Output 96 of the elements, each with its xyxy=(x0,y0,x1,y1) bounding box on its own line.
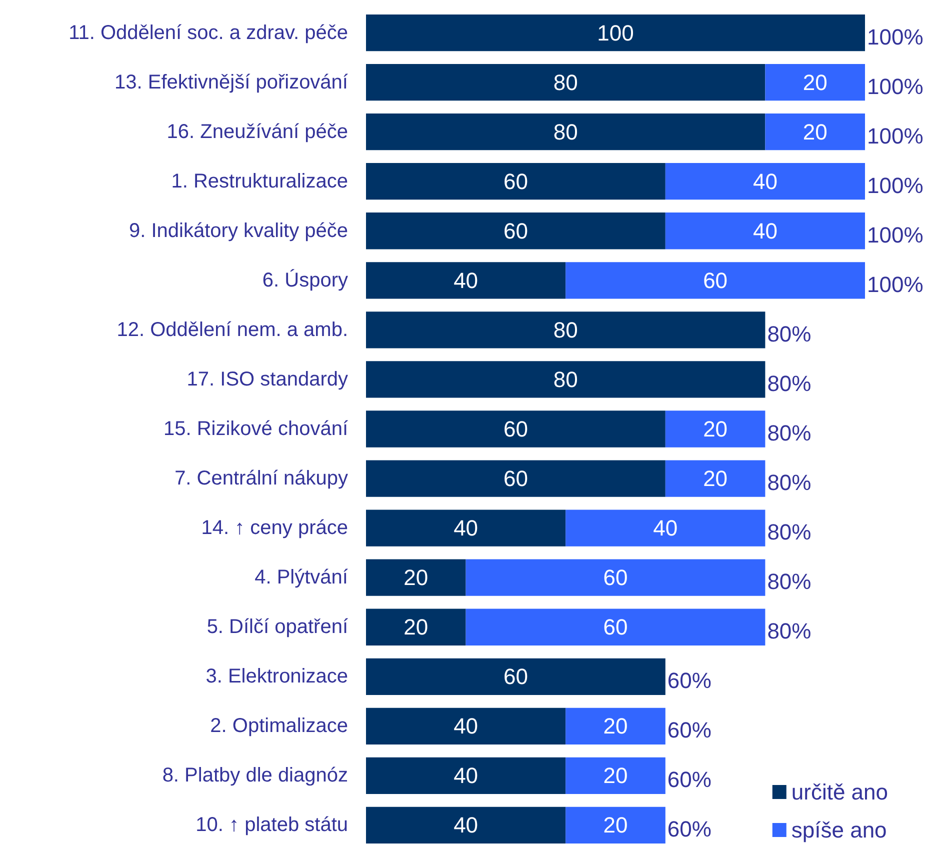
y-tick-label: 6. Úspory xyxy=(262,268,348,292)
total-label: 100% xyxy=(867,272,924,297)
bar xyxy=(566,757,666,794)
bar xyxy=(366,608,466,646)
bar xyxy=(665,212,865,250)
data-label: 80 xyxy=(553,317,578,342)
y-tick-label: 11. Oddělení soc. a zdrav. péče xyxy=(68,22,348,44)
total-label: 60% xyxy=(667,718,712,743)
bar xyxy=(665,460,766,497)
bar xyxy=(765,64,865,101)
data-label: 60 xyxy=(503,416,528,442)
bar xyxy=(566,262,865,299)
data-label: 20 xyxy=(603,714,628,739)
bar xyxy=(366,262,566,299)
total-label: 80% xyxy=(767,420,812,446)
total-label: 100% xyxy=(867,222,924,248)
y-tick-label: 8. Platby dle diagnóz xyxy=(162,764,348,787)
legend-label: spíše ano xyxy=(791,818,887,842)
bar xyxy=(366,510,566,546)
total-label: 80% xyxy=(767,618,812,644)
bar xyxy=(366,312,766,348)
data-label: 40 xyxy=(454,714,478,739)
data-label: 40 xyxy=(454,812,478,838)
total-label: 80% xyxy=(767,370,812,396)
total-label: 80% xyxy=(767,569,812,594)
data-label: 40 xyxy=(653,516,678,541)
y-tick-label: 1. Restrukturalizace xyxy=(171,170,348,192)
data-label: 60 xyxy=(703,268,728,293)
data-label: 60 xyxy=(503,168,528,194)
data-label: 80 xyxy=(553,119,578,144)
bar xyxy=(566,806,666,844)
data-label: 20 xyxy=(603,812,628,838)
bar xyxy=(366,361,766,398)
bar xyxy=(765,114,865,150)
bar xyxy=(366,460,666,497)
legend-label: určitě ano xyxy=(791,780,888,804)
y-tick-label: 10. ↑ plateb státu xyxy=(196,814,348,836)
data-label: 20 xyxy=(703,416,728,442)
data-label: 80 xyxy=(553,70,578,95)
data-label: 20 xyxy=(603,763,628,788)
bar xyxy=(366,410,666,448)
y-tick-label: 12. Oddělení nem. a amb. xyxy=(116,318,348,341)
bar xyxy=(366,757,566,794)
bar xyxy=(366,114,766,150)
data-label: 60 xyxy=(503,218,528,244)
total-label: 80% xyxy=(767,470,812,496)
data-label: 20 xyxy=(703,466,728,492)
data-label: 100 xyxy=(597,20,634,46)
bar xyxy=(366,559,466,596)
total-label: 60% xyxy=(667,816,712,842)
data-label: 40 xyxy=(454,763,478,788)
data-label: 60 xyxy=(503,466,528,492)
bar xyxy=(665,163,865,200)
bar xyxy=(566,708,666,744)
bar xyxy=(466,559,766,596)
y-tick-label: 9. Indikátory kvality péče xyxy=(129,220,348,242)
y-tick-label: 15. Rizikové chování xyxy=(163,418,348,440)
data-label: 60 xyxy=(503,664,528,690)
data-label: 40 xyxy=(752,168,778,194)
bar xyxy=(366,806,566,844)
bar xyxy=(366,708,566,744)
y-tick-label: 2. Optimalizace xyxy=(210,715,348,738)
bar xyxy=(366,64,766,101)
bar xyxy=(366,658,666,695)
y-tick-label: 14. ↑ ceny práce xyxy=(201,517,348,540)
data-label: 20 xyxy=(802,119,828,144)
bar xyxy=(366,212,666,250)
y-tick-label: 7. Centrální nákupy xyxy=(174,468,348,490)
data-label: 40 xyxy=(454,516,478,541)
total-label: 60% xyxy=(667,668,712,694)
data-label: 40 xyxy=(752,218,778,244)
total-label: 60% xyxy=(667,767,712,792)
total-label: 80% xyxy=(767,520,812,545)
bar xyxy=(466,608,766,646)
data-label: 40 xyxy=(454,268,478,293)
y-tick-label: 17. ISO standardy xyxy=(186,368,348,390)
data-label: 20 xyxy=(802,70,828,95)
y-tick-label: 3. Elektronizace xyxy=(206,666,348,688)
bar xyxy=(366,163,666,200)
bar xyxy=(566,510,766,546)
data-label: 60 xyxy=(603,565,628,590)
data-label: 20 xyxy=(404,565,428,590)
data-label: 80 xyxy=(553,366,578,392)
data-label: 20 xyxy=(404,614,428,640)
total-label: 100% xyxy=(867,24,924,50)
y-tick-label: 13. Efektivnější pořizování xyxy=(114,71,348,94)
total-label: 80% xyxy=(767,321,812,346)
y-tick-label: 4. Plýtvání xyxy=(254,566,348,589)
data-label: 60 xyxy=(603,614,628,640)
bar xyxy=(366,14,865,52)
total-label: 100% xyxy=(867,74,924,99)
total-label: 100% xyxy=(867,172,924,198)
total-label: 100% xyxy=(867,123,924,148)
y-tick-label: 16. Zneužívání péče xyxy=(166,120,348,143)
bar xyxy=(665,410,766,448)
y-tick-label: 5. Dílčí opatření xyxy=(206,616,348,638)
